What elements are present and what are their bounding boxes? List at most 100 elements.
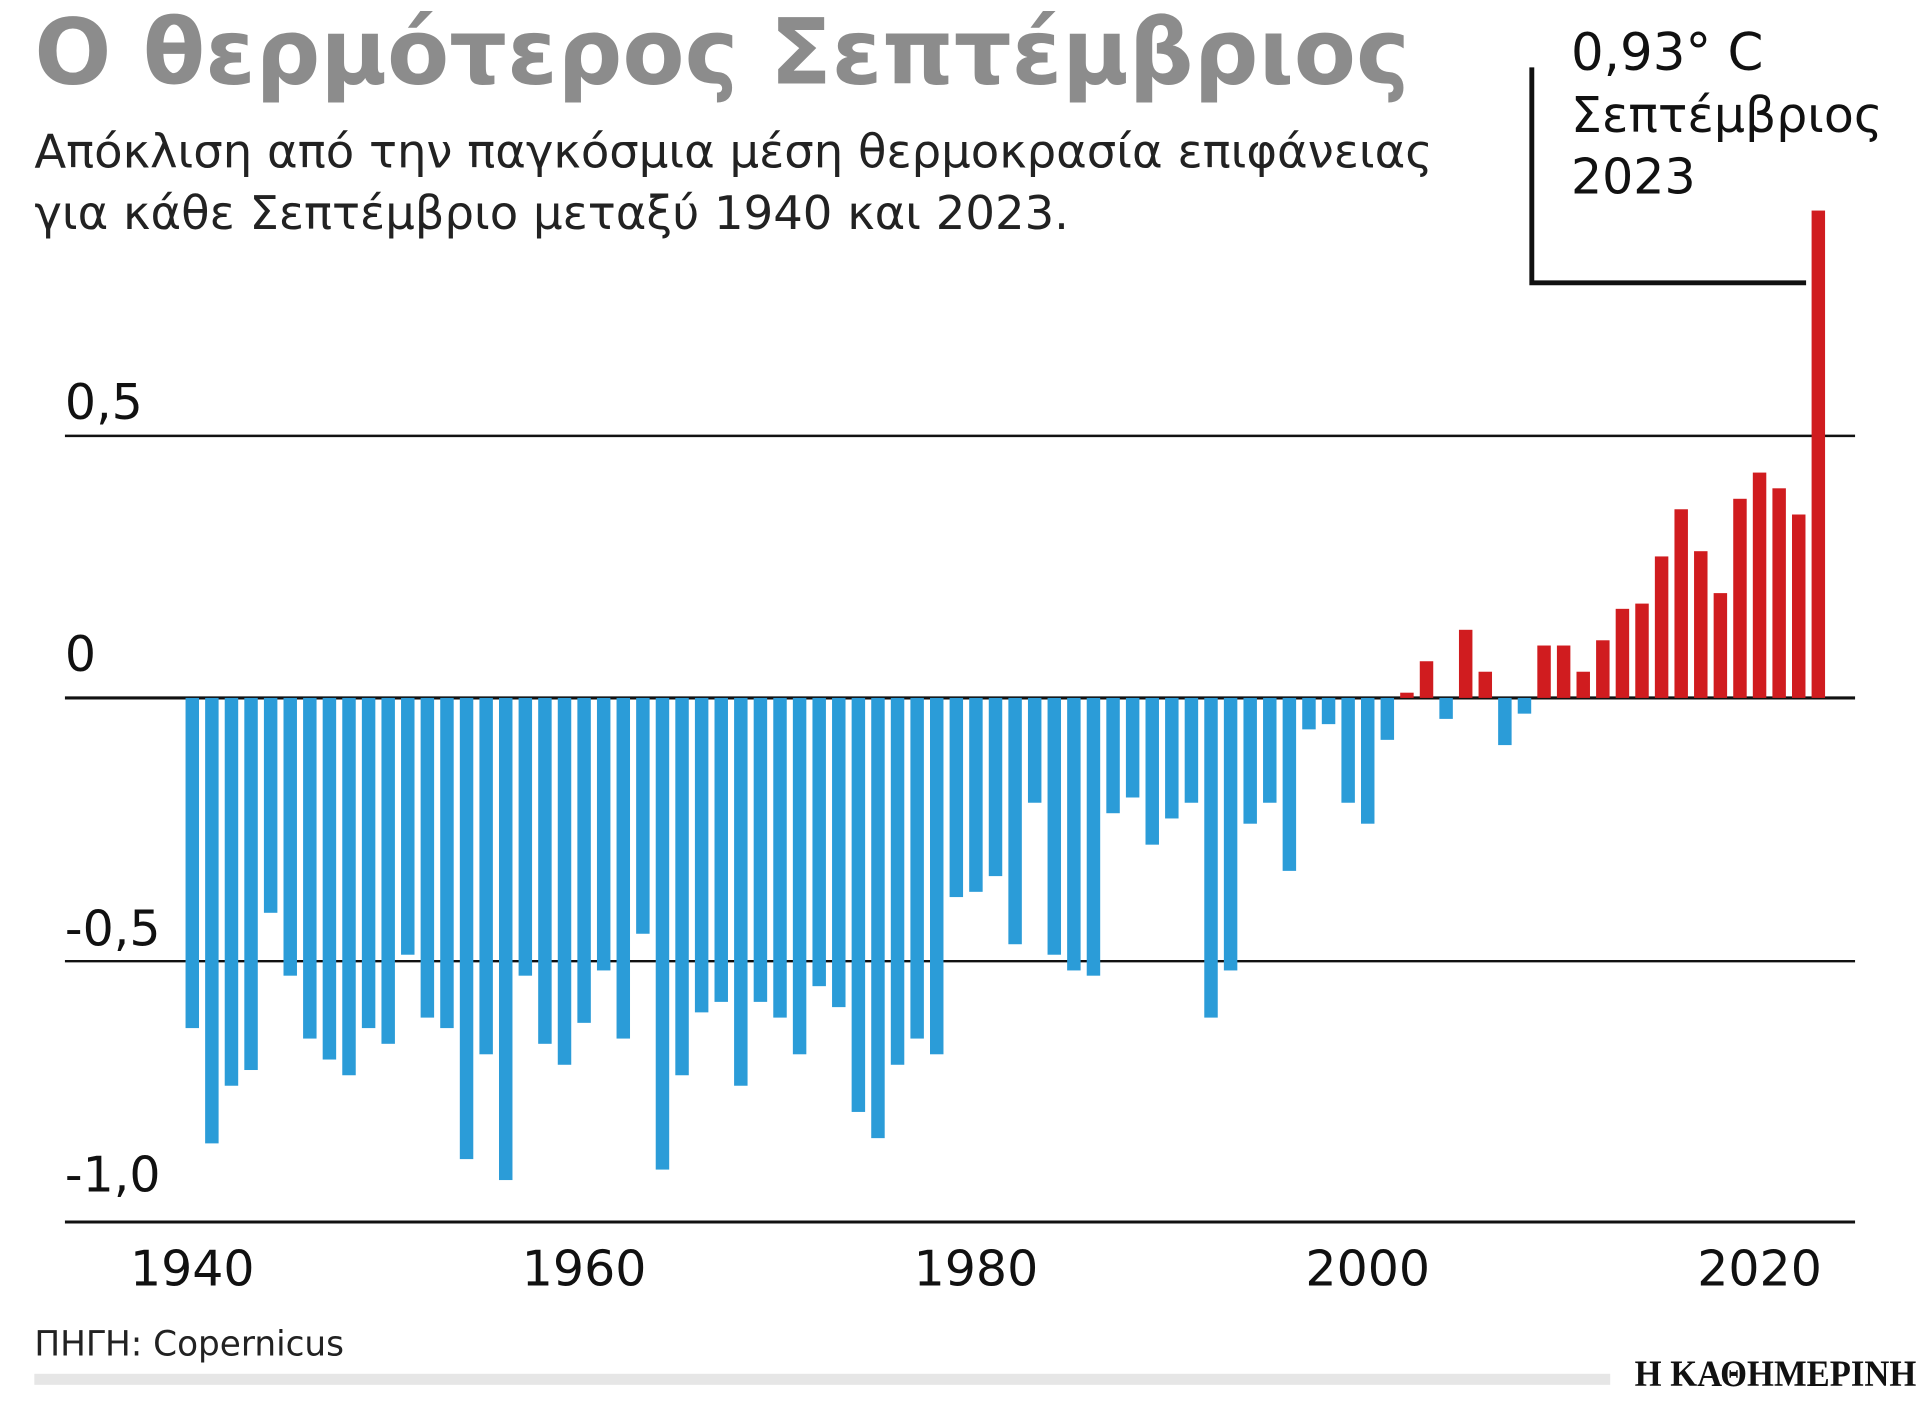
bar-1995	[1263, 697, 1277, 803]
bar-1951	[401, 697, 415, 955]
y-tick-label: -0,5	[65, 900, 161, 957]
bar-1945	[283, 697, 297, 976]
bar-2003	[1419, 661, 1434, 698]
bar-1969	[753, 697, 768, 1002]
bar-1957	[518, 697, 533, 976]
bar-2006	[1478, 671, 1493, 698]
bar-1974	[851, 697, 866, 1112]
bar-2012	[1596, 640, 1610, 698]
chart-subtitle-line2: για κάθε Σεπτέμβριο μεταξύ 1940 και 2023…	[34, 186, 1069, 240]
bar-1972	[812, 697, 826, 987]
bar-2011	[1576, 671, 1590, 698]
y-tick-label: 0,5	[65, 374, 143, 431]
x-tick-labels: 1940 1960 1980 2000 2020	[130, 1241, 1822, 1298]
bar-2007	[1498, 697, 1512, 746]
bar-2015	[1654, 556, 1669, 698]
bar-1991	[1184, 697, 1199, 803]
bar-1947	[322, 697, 337, 1060]
bar-2002	[1400, 692, 1414, 698]
bar-1988	[1125, 697, 1140, 798]
bar-1958	[538, 697, 552, 1044]
bar-1984	[1047, 697, 1062, 955]
bar-1978	[930, 697, 944, 1055]
bar-1948	[342, 697, 356, 1076]
bar-1996	[1282, 697, 1297, 871]
bar-2021	[1772, 488, 1786, 698]
bar-1961	[596, 697, 611, 971]
source-note: ΠΗΓΗ: Copernicus	[34, 1324, 344, 1364]
annotation-bracket	[1529, 67, 1807, 286]
bar-1997	[1302, 697, 1316, 730]
bar-1955	[479, 697, 493, 1055]
bar-2020	[1752, 472, 1767, 698]
bar-2004	[1439, 697, 1453, 719]
annotation: 0,93° C Σεπτέμβριος 2023	[1529, 23, 1883, 286]
x-tick-label: 2000	[1305, 1241, 1430, 1298]
bar-1994	[1243, 697, 1257, 824]
bar-2008	[1517, 697, 1532, 714]
bar-1952	[420, 697, 435, 1018]
bar-1980	[969, 697, 983, 892]
bar-2016	[1674, 509, 1688, 698]
bar-1976	[890, 697, 905, 1065]
annotation-value: 0,93° C	[1571, 23, 1763, 83]
bar-1998	[1321, 697, 1336, 725]
bar-2014	[1635, 603, 1649, 698]
bar-1992	[1204, 697, 1218, 1018]
bar-2023	[1811, 210, 1826, 698]
bar-1953	[440, 697, 454, 1029]
bar-1977	[910, 697, 924, 1039]
bar-1979	[949, 697, 964, 898]
bar-1981	[988, 697, 1003, 877]
bar-1986	[1086, 697, 1101, 976]
bar-2018	[1713, 593, 1728, 698]
x-tick-label: 1940	[130, 1241, 255, 1298]
y-tick-labels: 0,5 0 -0,5 -1,0	[65, 374, 161, 1204]
y-tick-label: -1,0	[65, 1146, 161, 1203]
bar-2013	[1615, 608, 1630, 698]
bar-1942	[224, 697, 239, 1086]
bar-1966	[694, 697, 709, 1013]
annotation-year: 2023	[1571, 148, 1696, 205]
bar-2019	[1733, 498, 1747, 698]
bar-1965	[675, 697, 689, 1076]
bar-1971	[792, 697, 807, 1055]
bar-1962	[616, 697, 631, 1039]
bar-1982	[1008, 697, 1022, 945]
bar-1950	[381, 697, 395, 1044]
bar-1990	[1165, 697, 1179, 819]
bar-2017	[1694, 551, 1708, 698]
bar-1963	[636, 697, 650, 934]
annotation-month: Σεπτέμβριος	[1571, 87, 1883, 144]
bar-2001	[1380, 697, 1395, 740]
chart-title: Ο θερμότερος Σεπτέμβριος	[34, 0, 1409, 105]
bar-2005	[1458, 629, 1473, 698]
bar-2000	[1361, 697, 1375, 824]
bar-1946	[303, 697, 317, 1039]
bar-1959	[557, 697, 572, 1065]
bar-1964	[655, 697, 670, 1170]
bar-1954	[459, 697, 474, 1160]
bar-1993	[1223, 697, 1238, 971]
bar-1985	[1067, 697, 1081, 971]
bar-2022	[1792, 514, 1806, 698]
bars	[185, 210, 1826, 1181]
bar-1956	[498, 697, 513, 1181]
footer-bar	[34, 1373, 1611, 1385]
bar-1970	[773, 697, 787, 1018]
bar-2010	[1556, 645, 1571, 698]
bar-1999	[1341, 697, 1355, 803]
bar-1941	[205, 697, 219, 1144]
chart-subtitle-line1: Απόκλιση από την παγκόσμια μέση θερμοκρα…	[34, 125, 1432, 179]
bar-1967	[714, 697, 728, 1002]
bar-1940	[185, 697, 200, 1029]
publisher-logo: Η ΚΑΘΗΜΕΡΙΝΗ	[1635, 1353, 1917, 1394]
bar-1944	[263, 697, 278, 913]
x-tick-label: 1960	[522, 1241, 647, 1298]
bar-1943	[244, 697, 258, 1071]
bar-2009	[1537, 645, 1551, 698]
bar-1968	[734, 697, 748, 1086]
bar-1983	[1027, 697, 1042, 803]
bar-1987	[1106, 697, 1120, 814]
